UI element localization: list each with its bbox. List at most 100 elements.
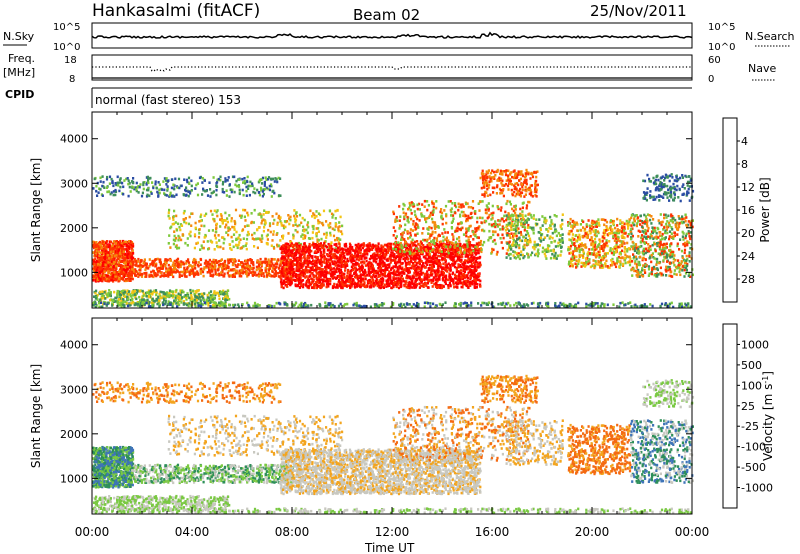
power-cell-2594 — [259, 186, 263, 190]
power-cell-2437 — [311, 225, 315, 228]
power-cell-2870 — [165, 194, 168, 197]
power-cell-2553 — [201, 177, 204, 180]
power-cell-3342 — [313, 269, 316, 272]
power-cell-2078 — [213, 264, 216, 267]
power-cell-1315 — [155, 293, 158, 297]
power-cell-2851 — [128, 185, 131, 189]
power-cell-2640 — [164, 193, 167, 197]
power-cell-3576 — [397, 251, 400, 254]
power-cell-3485 — [304, 258, 307, 262]
power-cell-1881 — [167, 273, 170, 277]
power-cell-1350 — [226, 296, 229, 300]
power-cell-4027 — [366, 274, 369, 277]
power-cell-2337 — [306, 223, 309, 227]
power-cell-4248 — [435, 243, 438, 246]
power-cell-4032 — [333, 256, 337, 260]
power-cell-2293 — [334, 238, 337, 242]
freq-tick-bottom: 8 — [69, 74, 75, 85]
power-cell-3625 — [298, 273, 301, 277]
power-cell-2224 — [318, 221, 321, 224]
power-cell-3586 — [338, 269, 341, 273]
power-cell-1747 — [240, 274, 243, 278]
power-cell-843 — [120, 264, 123, 268]
power-cell-935 — [120, 296, 123, 300]
power-cell-976 — [96, 293, 99, 297]
power-cell-4674 — [424, 266, 427, 269]
power-cell-1533 — [214, 272, 217, 276]
power-cell-1520 — [205, 264, 208, 268]
power-cell-4828 — [479, 263, 482, 267]
power-cell-2720 — [245, 194, 248, 197]
power-cell-1803 — [220, 273, 223, 277]
power-cell-1358 — [154, 289, 158, 292]
power-cell-2192 — [240, 246, 243, 249]
power-cell-3386 — [405, 285, 408, 289]
power-cell-2542 — [270, 244, 273, 247]
power-cell-2308 — [247, 233, 250, 236]
power-cell-2820 — [172, 183, 175, 187]
power-cell-3503 — [418, 254, 421, 257]
power-cell-596 — [125, 258, 128, 261]
power-cell-2652 — [276, 180, 279, 184]
power-cell-2453 — [232, 245, 235, 249]
power-cell-2262 — [220, 214, 223, 218]
power-cell-4012 — [473, 261, 476, 264]
power-cell-1117 — [161, 301, 164, 304]
power-cell-4010 — [316, 244, 319, 247]
power-cell-2373 — [211, 241, 214, 244]
power-cell-1763 — [218, 273, 221, 277]
power-cell-848 — [124, 253, 127, 256]
power-cell-1998 — [164, 258, 167, 261]
power-cell-375 — [110, 245, 113, 248]
power-cell-1291 — [163, 295, 166, 298]
power-cell-1104 — [208, 296, 211, 300]
power-cell-957 — [147, 302, 150, 306]
power-cell-343 — [92, 267, 95, 271]
power-cell-2712 — [267, 177, 270, 181]
power-cell-2878 — [362, 279, 365, 282]
power-cell-217 — [123, 270, 126, 274]
power-cell-2426 — [221, 222, 224, 225]
power-cell-2612 — [247, 184, 250, 188]
power-cell-3970 — [317, 267, 320, 271]
power-cell-2196 — [234, 208, 238, 212]
power-cell-3086 — [313, 261, 317, 264]
power-cell-2462 — [199, 219, 202, 223]
nsearch-tick-bottom: 10^0 — [708, 42, 735, 53]
power-cell-2245 — [250, 221, 253, 225]
power-cell-852 — [104, 263, 107, 267]
power-cell-677 — [123, 240, 126, 244]
power-cell-1146 — [168, 291, 171, 295]
power-cell-1332 — [166, 294, 169, 298]
power-cell-2736 — [109, 192, 112, 196]
power-cell-2578 — [135, 189, 138, 193]
power-cell-746 — [114, 261, 117, 264]
power-cell-2303 — [193, 246, 196, 250]
power-cell-909 — [148, 300, 151, 304]
power-cell-3109 — [409, 247, 412, 251]
power-cell-2030 — [167, 275, 170, 278]
power-cell-2062 — [250, 266, 253, 270]
power-cell-1313 — [123, 290, 127, 294]
beam-label: Beam 02 — [353, 6, 420, 24]
power-cell-4780 — [391, 254, 394, 257]
power-cell-2657 — [202, 187, 205, 191]
power-cell-3705 — [332, 253, 335, 256]
power-cell-1126 — [214, 292, 217, 295]
power-cell-1463 — [214, 270, 217, 274]
power-cell-1577 — [187, 261, 191, 264]
power-cell-2070 — [268, 261, 271, 264]
power-cell-1645 — [281, 258, 284, 262]
power-cell-1219 — [209, 294, 212, 297]
power-cell-752 — [96, 271, 99, 275]
freq-trace — [92, 66, 692, 72]
power-cell-2831 — [182, 193, 185, 196]
power-cell-3420 — [290, 242, 293, 245]
power-cell-4931 — [321, 271, 324, 275]
power-cell-2074 — [159, 258, 162, 261]
power-cell-1370 — [137, 301, 140, 304]
power-cell-3364 — [300, 284, 303, 287]
power-cell-2140 — [176, 247, 179, 250]
power-cell-2551 — [98, 187, 101, 190]
power-cell-1802 — [209, 271, 212, 275]
